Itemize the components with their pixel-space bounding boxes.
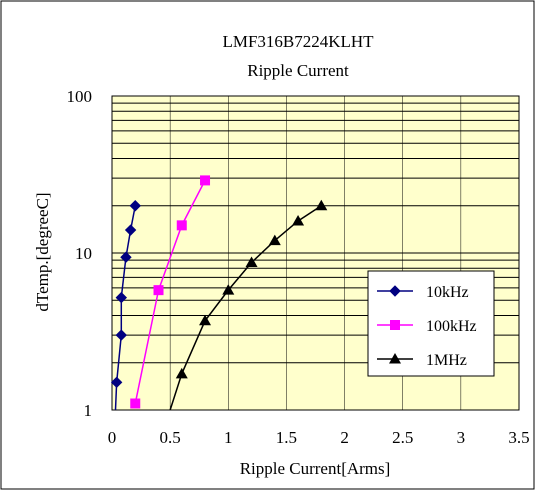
legend-item: 1MHz (377, 352, 467, 369)
x-axis-title: Ripple Current[Arms] (240, 459, 391, 478)
y-axis-title: dTemp.[degreeC] (33, 192, 52, 311)
data-point (129, 200, 141, 212)
data-point (120, 251, 132, 263)
legend-label: 100kHz (426, 318, 477, 335)
x-tick-label: 1.5 (276, 428, 297, 447)
axis-ticks: 0 0.5 1 1.5 2 2.5 3 3.5 1 10 100 (67, 87, 530, 447)
data-point (124, 224, 137, 236)
y-tick-label: 100 (67, 87, 93, 106)
legend-item: 100kHz (377, 318, 477, 335)
plot-border (111, 95, 520, 411)
series-line (134, 180, 206, 404)
legend: 10kHz 100kHz 1MHz (367, 270, 495, 377)
x-tick-label: 3.5 (508, 428, 529, 447)
data-point (115, 291, 128, 304)
series-layer (110, 175, 328, 411)
data-point (292, 214, 305, 226)
x-tick-label: 2.5 (392, 428, 413, 447)
data-point (268, 234, 281, 246)
x-tick-label: 0.5 (160, 428, 181, 447)
legend-label: 10kHz (426, 284, 469, 301)
data-point (200, 175, 211, 186)
data-point (115, 329, 128, 341)
legend-item: 10kHz (377, 284, 469, 301)
data-point (130, 398, 141, 409)
data-point (245, 256, 258, 267)
x-tick-label: 3 (457, 428, 466, 447)
data-point (199, 314, 212, 326)
data-point (153, 285, 164, 296)
data-point (315, 199, 328, 211)
x-tick-label: 0 (108, 428, 117, 447)
y-tick-label: 1 (84, 401, 93, 420)
data-point (222, 284, 235, 295)
data-point (176, 220, 187, 231)
x-tick-label: 1 (224, 428, 233, 447)
grid (111, 95, 520, 411)
data-point (175, 367, 188, 379)
legend-marker (390, 320, 400, 330)
data-point (110, 376, 123, 389)
y-tick-label: 10 (75, 244, 92, 263)
legend-marker (389, 353, 401, 364)
x-tick-label: 2 (340, 428, 349, 447)
series-100kHz (130, 175, 211, 409)
chart-subtitle: Ripple Current (247, 61, 349, 80)
legend-marker (389, 285, 401, 297)
chart-title: LMF316B7224KLHT (222, 32, 374, 51)
series-1MHz (169, 199, 328, 411)
series-10kHz (110, 200, 141, 411)
legend-label: 1MHz (426, 352, 467, 369)
